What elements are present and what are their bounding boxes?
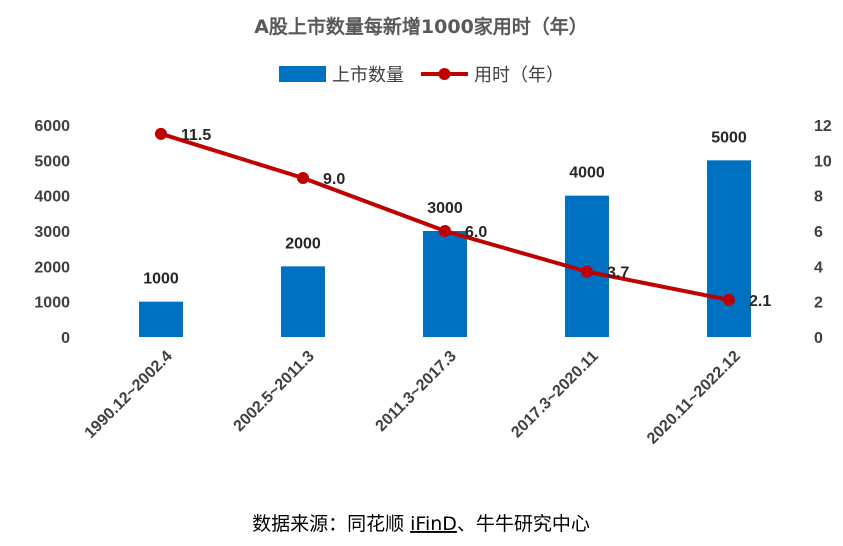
bar-series — [139, 160, 751, 337]
x-category-label: 2017.3~2020.11 — [508, 348, 602, 442]
left-y-axis: 0 1000 2000 3000 4000 5000 6000 — [34, 118, 70, 347]
left-y-tick-label: 4000 — [34, 189, 70, 206]
legend-swatch-marker — [438, 68, 451, 80]
line-marker — [439, 225, 451, 237]
bar — [139, 301, 183, 337]
x-axis-category-labels: 1990.12~2002.4 2002.5~2011.3 2011.3~2017.3… — [82, 348, 744, 448]
left-y-tick-label: 0 — [61, 330, 70, 347]
x-category-label: 2011.3~2017.3 — [373, 348, 460, 435]
right-y-axis: 0 2 4 6 8 10 12 — [814, 118, 832, 347]
left-y-tick-label: 3000 — [34, 224, 70, 241]
right-y-tick-label: 6 — [814, 224, 823, 241]
right-y-tick-label: 4 — [814, 259, 823, 276]
legend: 上市数量 用时（年） — [279, 65, 564, 86]
bar-data-label: 3000 — [427, 200, 463, 217]
left-y-tick-label: 5000 — [34, 153, 70, 170]
bar-data-label: 5000 — [711, 129, 747, 146]
line-data-label: 2.1 — [749, 293, 771, 310]
legend-swatch-bar — [279, 66, 326, 82]
line-marker — [723, 293, 735, 306]
right-y-tick-label: 2 — [814, 295, 823, 312]
bar — [281, 266, 325, 337]
bar-data-label: 2000 — [285, 235, 321, 252]
line-data-label: 11.5 — [181, 127, 211, 144]
line-series — [155, 127, 735, 306]
source-brand: iFinD — [410, 513, 457, 535]
line-data-labels: 11.5 9.0 6.0 3.7 2.1 — [181, 127, 771, 310]
line-marker — [581, 265, 593, 278]
source-note: 数据来源：同花顺 iFinD、牛牛研究中心 — [252, 513, 590, 535]
legend-label-line: 用时（年） — [474, 65, 564, 86]
bar — [707, 160, 751, 337]
right-y-tick-label: 0 — [814, 330, 823, 347]
bar-data-label: 1000 — [143, 271, 179, 288]
bar — [423, 231, 467, 337]
bar-data-labels: 1000 2000 3000 4000 5000 — [143, 129, 747, 287]
left-y-tick-label: 1000 — [34, 295, 70, 312]
x-category-label: 1990.12~2002.4 — [82, 348, 176, 442]
right-y-tick-label: 12 — [814, 118, 832, 135]
line-data-label: 3.7 — [607, 265, 629, 282]
line-data-label: 9.0 — [323, 171, 345, 188]
source-suffix: 、牛牛研究中心 — [457, 513, 590, 535]
x-category-label: 2020.11~2022.12 — [644, 348, 744, 448]
left-y-tick-label: 6000 — [34, 118, 70, 135]
legend-label-bar: 上市数量 — [332, 65, 404, 86]
chart-title: A股上市数量每新增1000家用时（年） — [254, 15, 588, 38]
x-category-label: 2002.5~2011.3 — [231, 348, 318, 435]
line-data-label: 6.0 — [465, 224, 487, 241]
right-y-tick-label: 8 — [814, 189, 823, 206]
bar-data-label: 4000 — [569, 165, 605, 182]
source-prefix: 数据来源：同花顺 — [252, 513, 410, 535]
line-marker — [155, 127, 167, 140]
line-marker — [297, 172, 309, 184]
right-y-tick-label: 10 — [814, 153, 832, 170]
left-y-tick-label: 2000 — [34, 259, 70, 276]
